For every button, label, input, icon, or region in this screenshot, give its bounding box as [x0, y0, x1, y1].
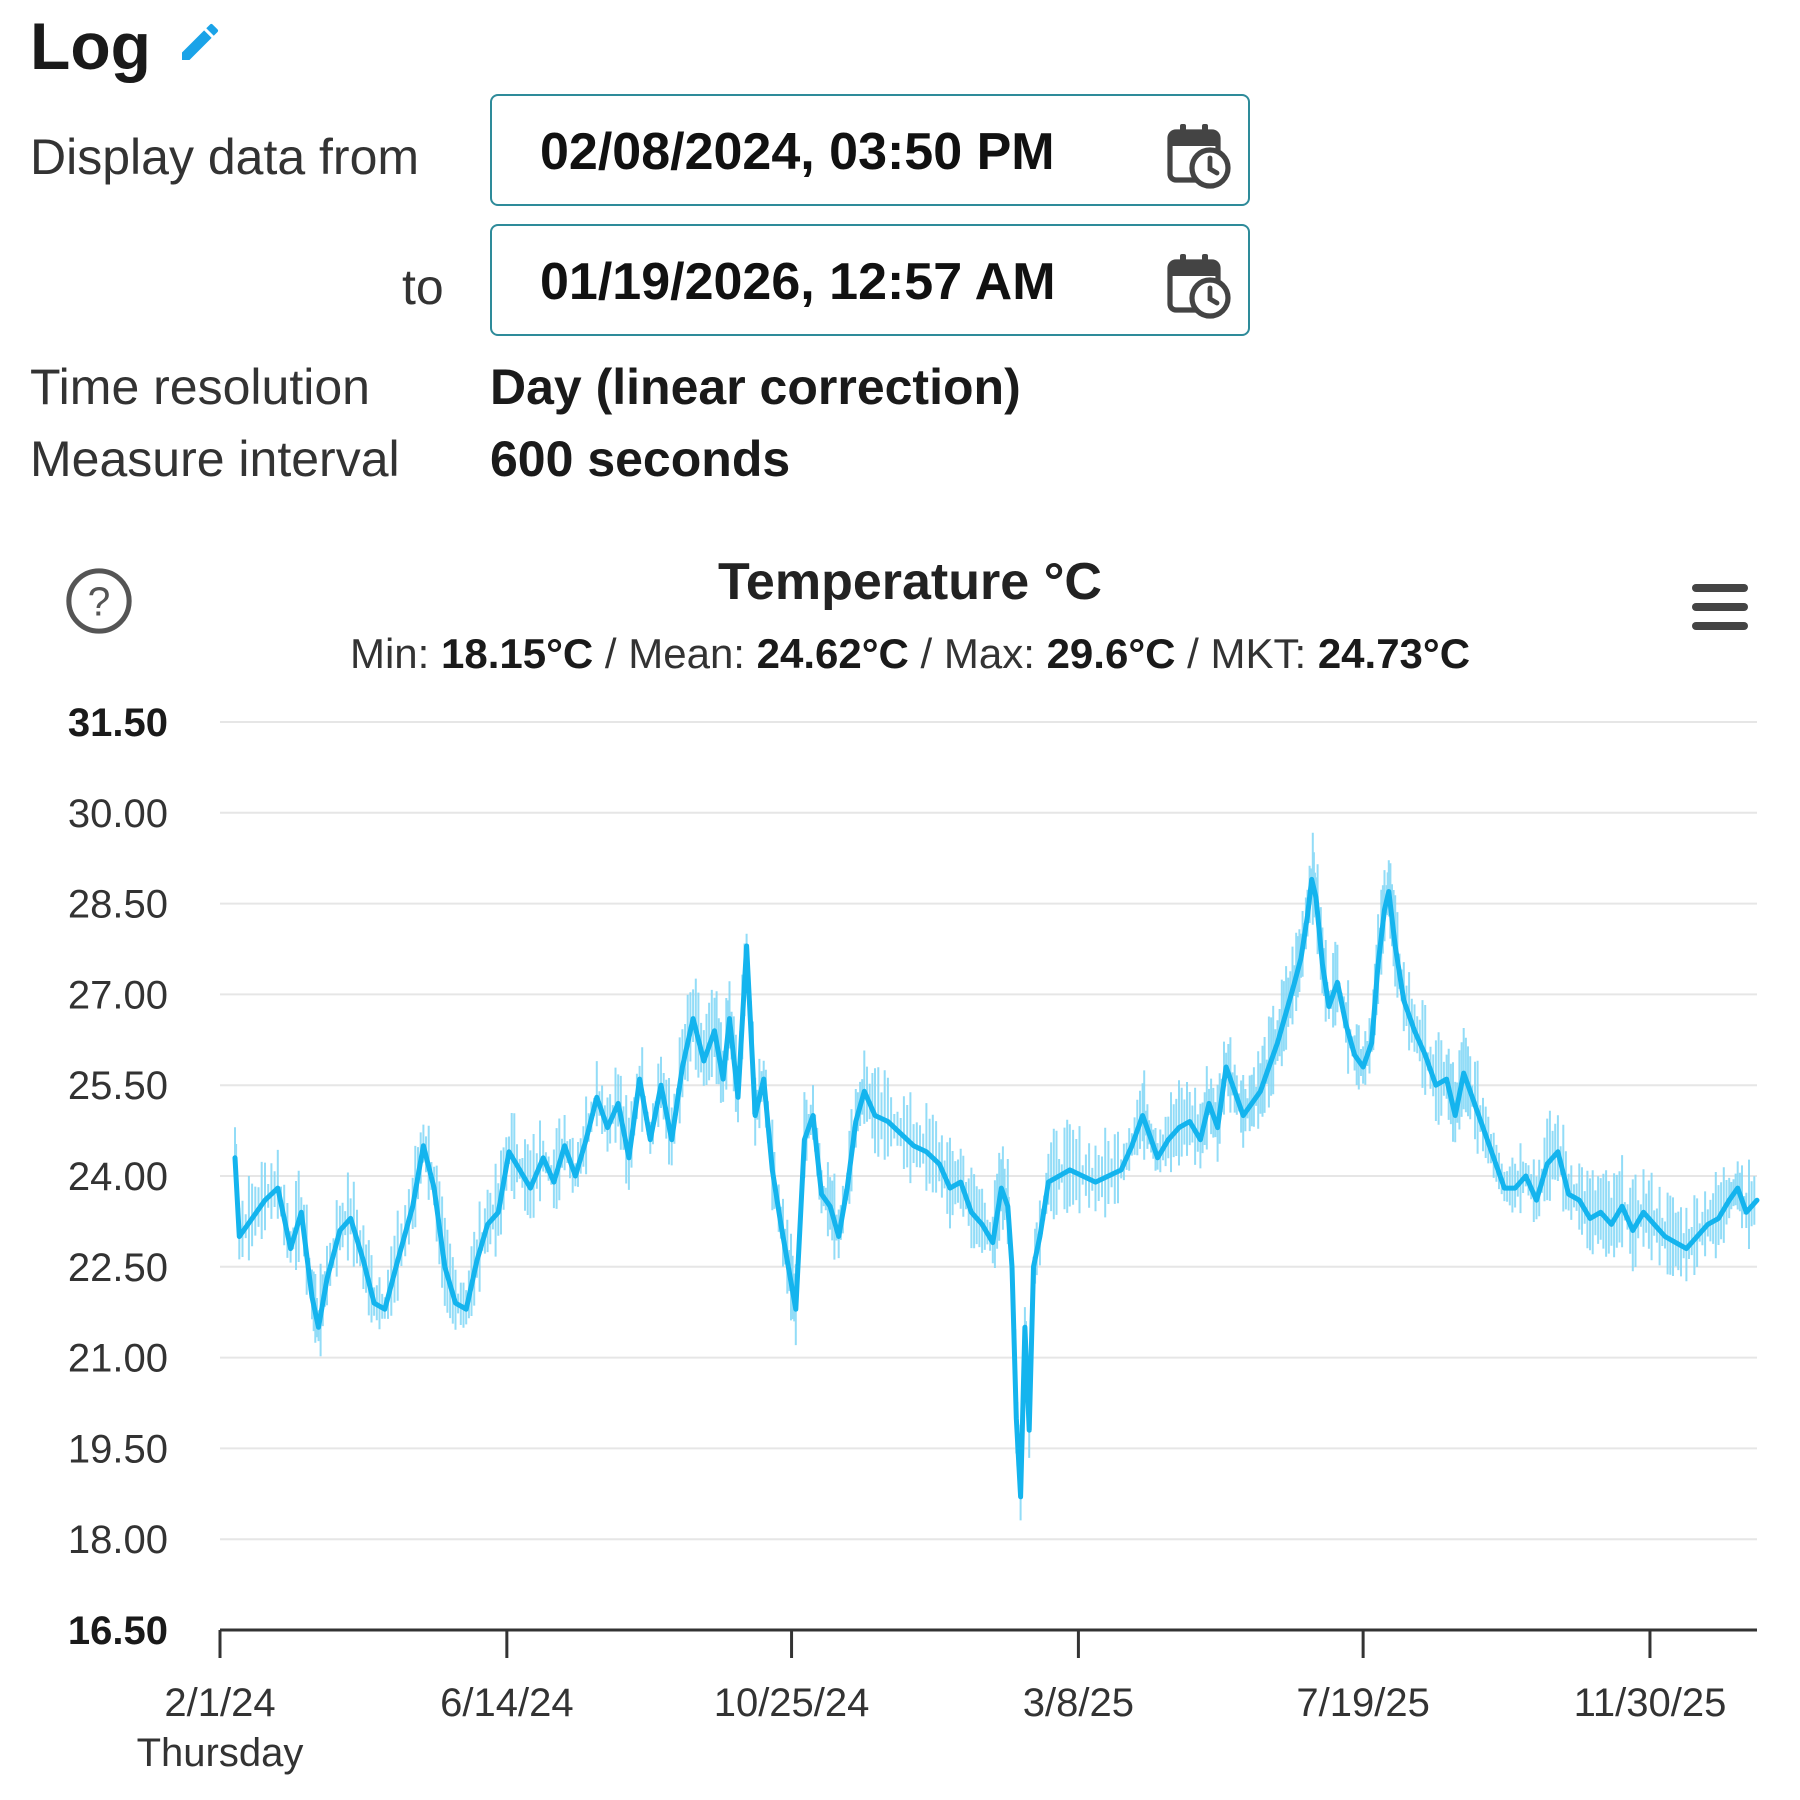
min-label: Min:: [349, 630, 430, 677]
y-tick-label: 31.50: [68, 701, 168, 745]
stats-separator: /: [1175, 630, 1211, 677]
mean-value: 24.62°C: [756, 630, 909, 677]
x-tick-sublabel: Thursday: [137, 1731, 304, 1775]
x-tick-label: 11/30/25: [1574, 1681, 1727, 1725]
x-tick-label: 6/14/24: [440, 1681, 573, 1725]
menu-icon[interactable]: [1690, 580, 1750, 634]
mkt-label: MKT:: [1210, 630, 1307, 677]
y-tick-label: 19.50: [68, 1427, 168, 1471]
series-line[interactable]: [232, 876, 1760, 1500]
interval-label: Measure interval: [30, 431, 400, 487]
y-tick-label: 16.50: [68, 1609, 168, 1653]
x-tick-label: 7/19/25: [1296, 1681, 1429, 1725]
from-date-field[interactable]: 02/08/2024, 03:50 PM: [490, 94, 1250, 206]
x-tick-label: 2/1/24: [164, 1681, 275, 1725]
y-tick-label: 21.00: [68, 1337, 168, 1381]
mkt-value: 24.73°C: [1317, 630, 1471, 677]
from-label: Display data from: [30, 129, 420, 185]
page-title: Log: [30, 9, 151, 83]
y-tick-label: 25.50: [68, 1064, 168, 1108]
x-tick-label: 3/8/25: [1023, 1681, 1134, 1725]
chart-title: Temperature °C: [718, 553, 1102, 611]
resolution-label: Time resolution: [30, 359, 370, 415]
resolution-value: Day (linear correction): [490, 359, 1021, 415]
y-tick-label: 27.00: [68, 973, 168, 1017]
stats-separator: /: [593, 630, 629, 677]
y-tick-label: 30.00: [68, 792, 168, 836]
min-value: 18.15°C: [440, 630, 594, 677]
to-date-field[interactable]: 01/19/2026, 12:57 AM: [490, 224, 1250, 336]
y-tick-label: 28.50: [68, 883, 168, 927]
stats-separator: /: [908, 630, 944, 677]
chart-stats: Min: 18.15°C / Mean: 24.62°C / Max: 29.6…: [0, 630, 1800, 678]
svg-text:?: ?: [88, 579, 111, 625]
calendar-clock-icon[interactable]: [1164, 248, 1232, 320]
max-label: Max:: [943, 630, 1035, 677]
max-value: 29.6°C: [1046, 630, 1176, 677]
interval-value: 600 seconds: [490, 431, 791, 487]
y-tick-label: 22.50: [68, 1246, 168, 1290]
y-tick-label: 24.00: [68, 1155, 168, 1199]
calendar-clock-icon[interactable]: [1164, 118, 1232, 190]
mean-label: Mean:: [628, 630, 745, 677]
help-icon[interactable]: ?: [64, 566, 134, 636]
x-tick-label: 10/25/24: [714, 1681, 870, 1725]
pencil-icon[interactable]: [176, 18, 224, 66]
y-tick-label: 18.00: [68, 1518, 168, 1562]
to-date-value: 01/19/2026, 12:57 AM: [540, 253, 1056, 311]
to-label: to: [402, 259, 444, 315]
temperature-chart[interactable]: 31.50 30.00 28.50 27.00 25.50 24.00 22.50 21.00…: [0, 680, 1800, 1800]
from-date-value: 02/08/2024, 03:50 PM: [540, 123, 1055, 181]
